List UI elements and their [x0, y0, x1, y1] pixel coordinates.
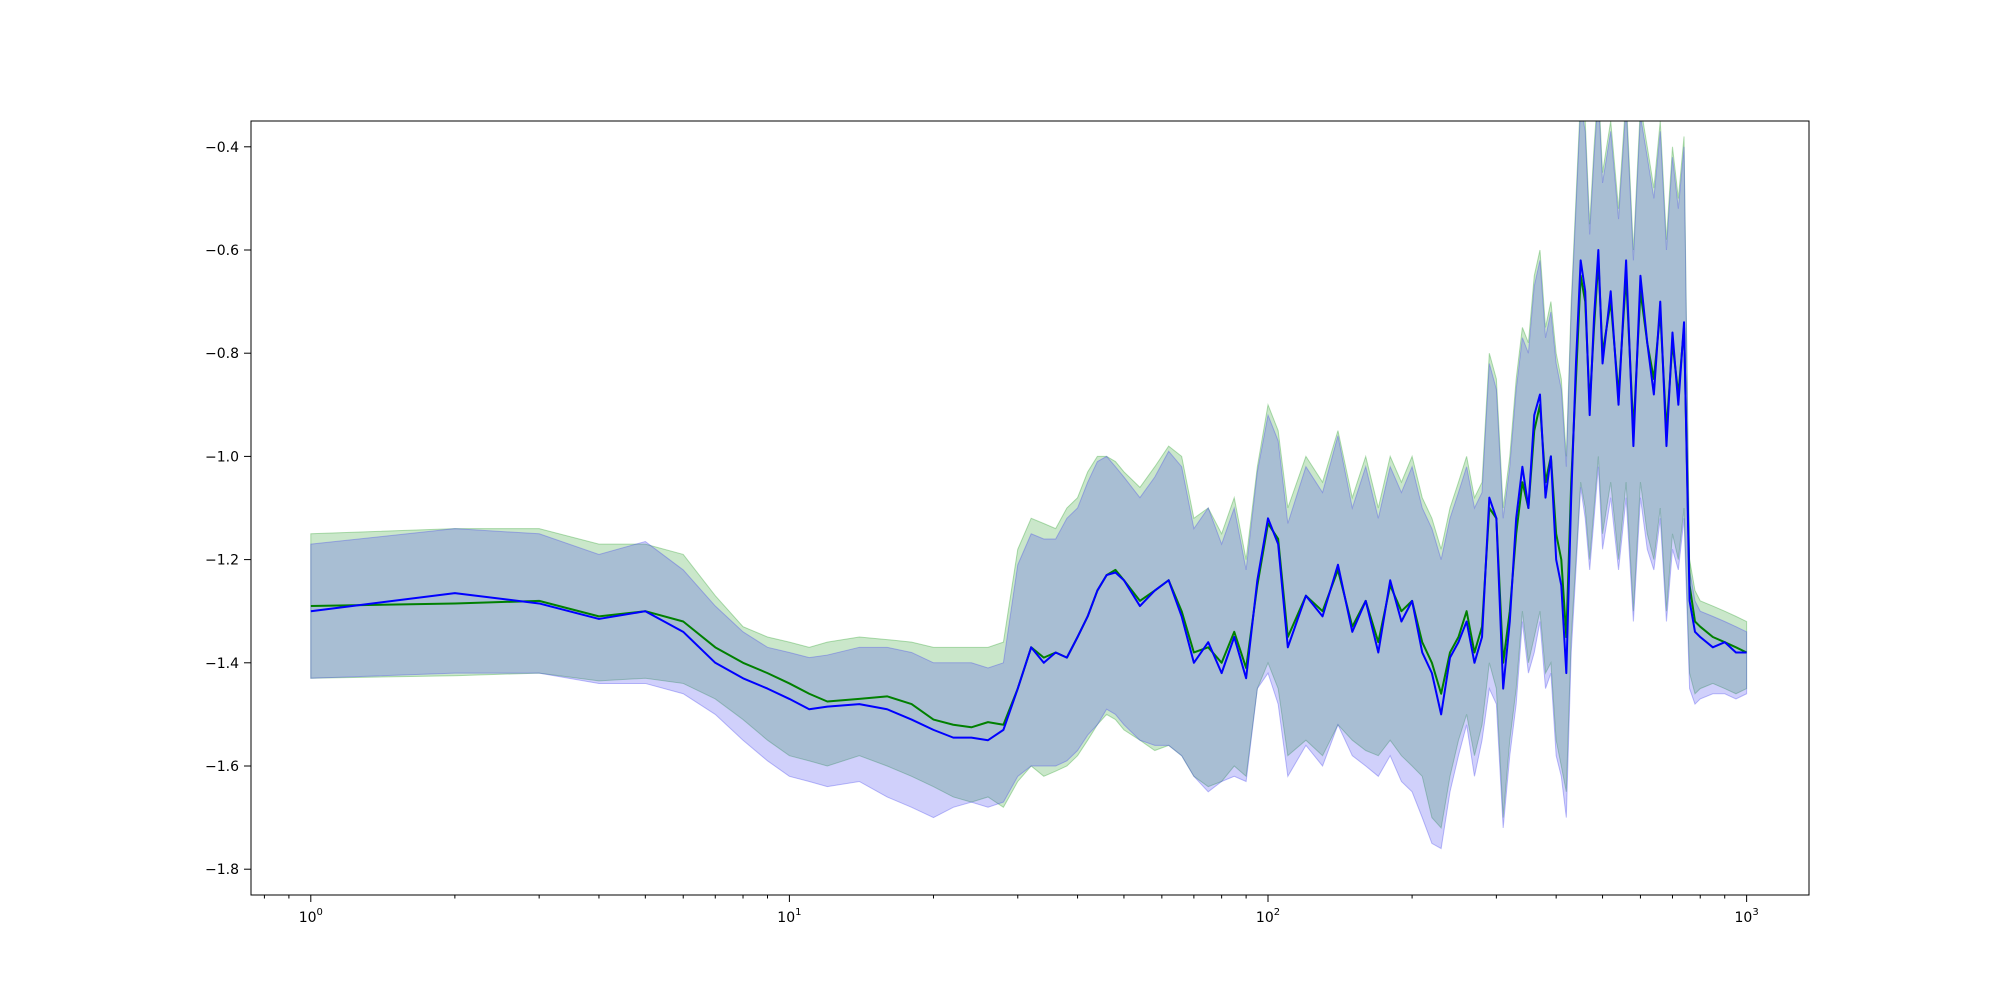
x-tick-label: 103 [1735, 907, 1759, 926]
y-axis: −0.4 −0.6 −0.8 −1.0 −1.2 −1.4 −1.6 −1.8 [205, 140, 251, 878]
x-tick-label: 100 [299, 907, 323, 926]
y-tick-label: −0.8 [205, 346, 239, 362]
y-tick-label: −1.4 [205, 656, 239, 672]
x-tick-label: 102 [1256, 907, 1280, 926]
x-tick-label: 101 [777, 907, 801, 926]
y-tick-label: −0.6 [205, 243, 239, 259]
y-tick-label: −0.4 [205, 140, 239, 156]
y-tick-label: −1.2 [205, 553, 239, 569]
plot-frame [250, 120, 1810, 896]
series-lines [310, 249, 1748, 742]
series-2-band [310, 121, 1748, 850]
y-tick-label: −1.0 [205, 449, 239, 465]
series-2-line [310, 249, 1747, 742]
series-1-band [310, 121, 1748, 830]
y-tick-label: −1.8 [205, 862, 239, 878]
confidence-bands [310, 121, 1748, 850]
x-axis: 100 101 102 103 [263, 895, 1759, 926]
y-tick-label: −1.6 [205, 759, 239, 775]
